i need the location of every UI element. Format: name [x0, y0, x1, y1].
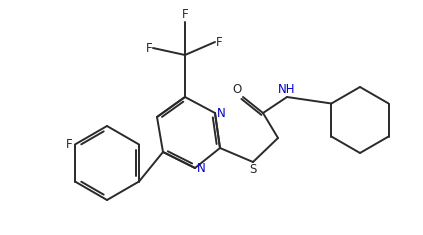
Text: F: F [146, 42, 152, 55]
Text: N: N [197, 161, 206, 175]
Text: NH: NH [278, 83, 296, 96]
Text: S: S [249, 163, 257, 176]
Text: F: F [182, 8, 188, 21]
Text: F: F [216, 35, 222, 48]
Text: F: F [66, 138, 73, 151]
Text: O: O [233, 83, 242, 96]
Text: N: N [217, 106, 226, 120]
